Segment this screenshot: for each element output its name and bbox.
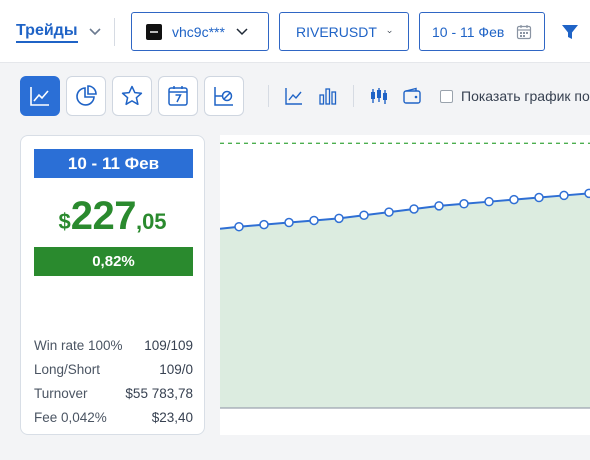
candlestick-icon	[371, 88, 387, 104]
data-point[interactable]	[334, 213, 344, 224]
wallet-icon	[403, 87, 421, 104]
bar-chart-icon	[319, 88, 337, 105]
line-chart-view-button[interactable]	[20, 76, 60, 116]
pnl-area	[220, 190, 590, 408]
date-range-selector[interactable]: 10 - 11 Фев	[419, 12, 545, 51]
data-point[interactable]	[484, 196, 494, 207]
top-bar: Трейды vhc9c*** RIVERUSDT 10 - 11 Фев	[0, 0, 590, 62]
view-toolbar: Показать график по	[0, 62, 590, 128]
data-point[interactable]	[309, 215, 319, 226]
pie-chart-icon	[76, 85, 97, 106]
stat-label: Win rate 100%	[34, 337, 123, 353]
show-chart-label: Показать график по	[461, 88, 590, 104]
account-selector[interactable]: vhc9c***	[131, 12, 269, 51]
stat-value: $55 783,78	[125, 385, 193, 401]
data-point[interactable]	[259, 219, 269, 230]
stat-value: 109/109	[144, 337, 193, 353]
stat-row-fee: Fee 0,042% $23,40	[34, 405, 193, 429]
show-chart-option[interactable]: Показать график по	[440, 88, 590, 104]
data-point[interactable]	[409, 204, 419, 214]
data-point[interactable]	[359, 210, 369, 220]
calendar-7-icon	[168, 86, 188, 106]
stat-value: 109/0	[159, 361, 193, 377]
divider	[268, 85, 269, 107]
weekly-calendar-view-button[interactable]	[158, 76, 198, 116]
symbol-selector[interactable]: RIVERUSDT	[279, 12, 409, 51]
stat-label: Long/Short	[34, 361, 101, 377]
stat-value: $23,40	[151, 409, 193, 425]
calendar-icon	[516, 24, 532, 39]
line-chart-icon	[30, 87, 49, 106]
data-point[interactable]	[584, 188, 590, 199]
bar-series-toggle[interactable]	[317, 85, 339, 107]
stat-label: Turnover	[34, 385, 88, 401]
pnl-currency: $	[58, 209, 71, 234]
data-point[interactable]	[384, 207, 394, 217]
data-point[interactable]	[284, 217, 294, 228]
summary-card: 10 - 11 Фев $227,05 0,82% Win rate 100% …	[20, 135, 205, 435]
data-point[interactable]	[459, 199, 469, 209]
date-range-label: 10 - 11 Фев	[432, 23, 505, 40]
chart-off-icon	[214, 87, 233, 106]
pnl-chart-svg	[220, 142, 590, 409]
wallet-toggle[interactable]	[401, 85, 423, 107]
data-point[interactable]	[509, 194, 519, 205]
chevron-down-icon	[236, 27, 248, 35]
pnl-value: $227,05	[21, 194, 204, 239]
symbol-label: RIVERUSDT	[296, 23, 377, 40]
data-point[interactable]	[234, 221, 244, 232]
divider	[353, 85, 354, 107]
data-point[interactable]	[559, 190, 569, 201]
show-chart-checkbox[interactable]	[440, 89, 453, 103]
hide-chart-view-button[interactable]	[204, 76, 244, 116]
line-chart-icon	[285, 88, 302, 105]
data-point[interactable]	[534, 192, 544, 203]
star-icon	[121, 85, 143, 106]
divider	[114, 18, 115, 46]
pnl-decimal: ,05	[135, 209, 167, 234]
chevron-down-icon	[88, 28, 101, 36]
account-label: vhc9c***	[172, 23, 225, 40]
trades-tab[interactable]: Трейды	[16, 20, 102, 44]
line-series-toggle[interactable]	[283, 85, 305, 107]
exchange-logo-icon	[146, 23, 162, 40]
summary-date-badge: 10 - 11 Фев	[34, 149, 193, 178]
pie-chart-view-button[interactable]	[66, 76, 106, 116]
favorites-view-button[interactable]	[112, 76, 152, 116]
stat-row-turnover: Turnover $55 783,78	[34, 381, 193, 405]
trades-tab-label: Трейды	[16, 22, 78, 43]
filter-icon[interactable]	[560, 22, 580, 42]
pnl-chart	[220, 135, 590, 435]
stat-row-win-rate: Win rate 100% 109/109	[34, 333, 193, 357]
pnl-integer: 227	[70, 194, 137, 238]
candles-toggle[interactable]	[368, 85, 390, 107]
data-point[interactable]	[434, 201, 444, 211]
pnl-percent-badge: 0,82%	[34, 247, 193, 276]
stat-row-long-short: Long/Short 109/0	[34, 357, 193, 381]
stats-list: Win rate 100% 109/109 Long/Short 109/0 T…	[34, 333, 193, 429]
chevron-down-icon	[387, 30, 392, 33]
stat-label: Fee 0,042%	[34, 409, 107, 425]
